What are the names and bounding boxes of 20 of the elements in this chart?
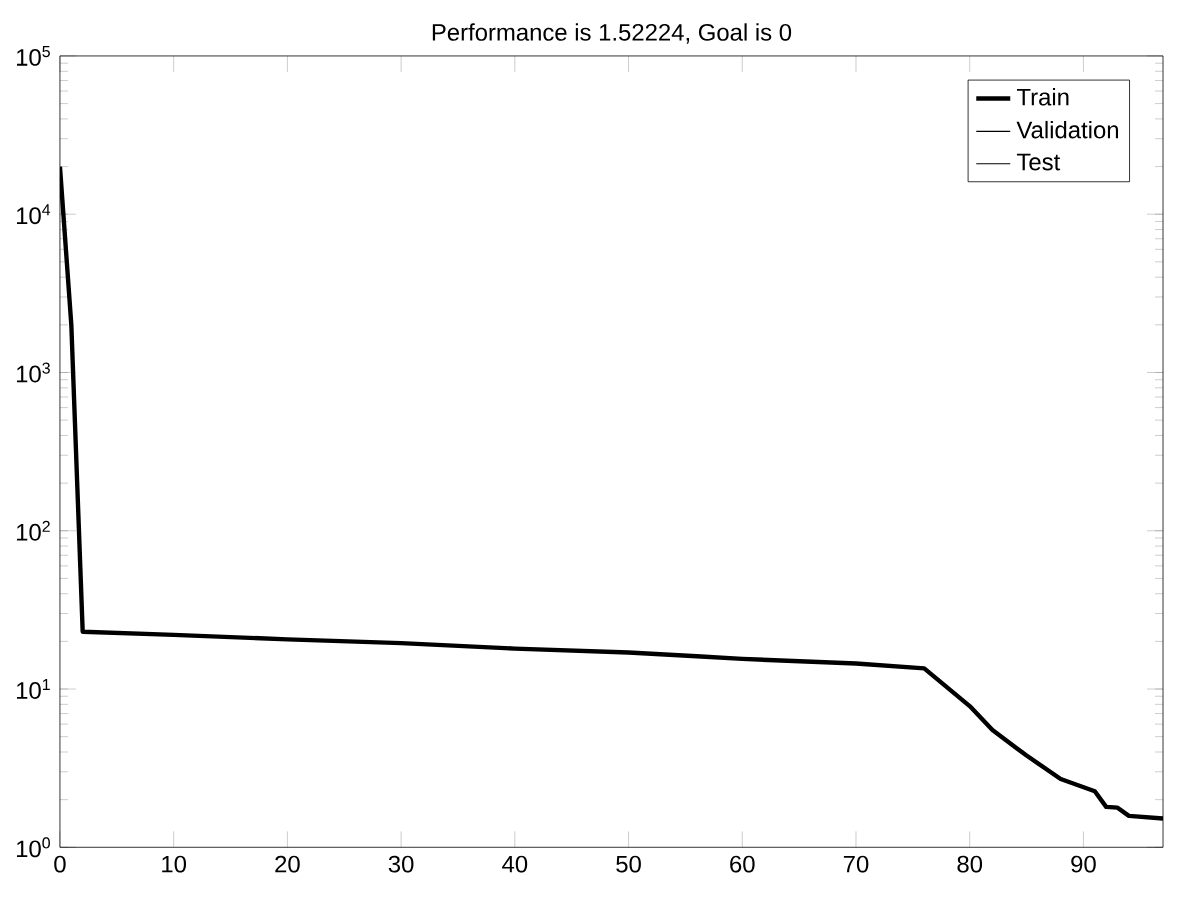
legend-label: Validation — [1016, 120, 1119, 139]
x-tick-label: 40 — [502, 855, 528, 873]
x-tick-label: 30 — [388, 855, 414, 873]
x-tick-label: 80 — [957, 855, 983, 873]
y-tick-label: 10$^{5}$ — [16, 45, 50, 66]
legend-label: Test — [1016, 153, 1061, 171]
x-tick-label: 20 — [275, 855, 300, 873]
x-tick-label: 60 — [730, 855, 755, 873]
x-tick-label: 90 — [1071, 855, 1096, 873]
y-tick-label: 10$^{4}$ — [16, 204, 51, 224]
y-tick-label: 10$^{3}$ — [16, 362, 50, 383]
x-tick-label: 70 — [843, 855, 869, 873]
y-tick-label: 10$^{1}$ — [16, 678, 50, 699]
y-tick-label: 10$^{2}$ — [16, 520, 50, 541]
x-tick-label: 10 — [162, 855, 187, 873]
y-tick-label: 10$^{0}$ — [16, 837, 50, 858]
x-tick-label: 0 — [54, 855, 66, 873]
chart-title: Performance is 1.52224, Goal is 0 — [432, 23, 792, 44]
legend-label: Train — [1016, 87, 1069, 106]
x-tick-label: 50 — [616, 855, 641, 873]
